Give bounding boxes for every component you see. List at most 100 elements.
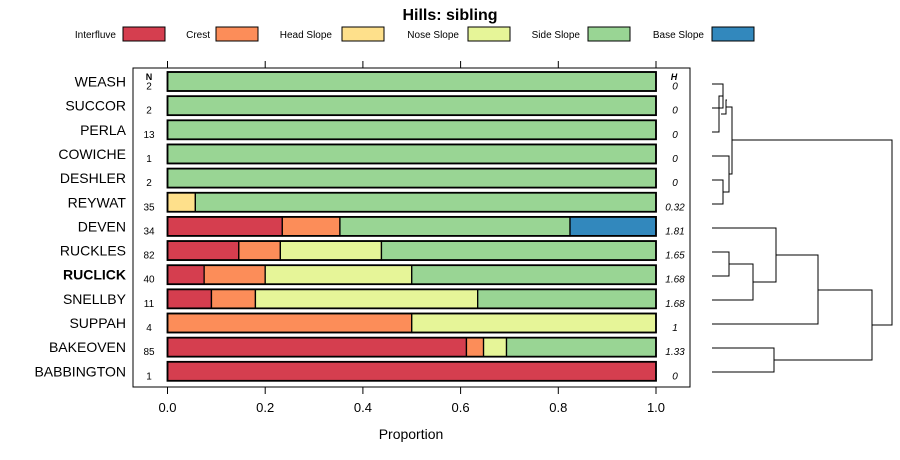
bar-outline [166,360,657,382]
bar-segment [281,216,341,237]
h-value: 0 [672,178,678,189]
bar-segment [166,288,213,310]
dendrogram-branch [712,95,723,133]
h-value: 0 [672,106,678,117]
bar-segment [264,264,413,285]
row-label: PERLA [80,122,127,138]
bar-segment [210,288,257,310]
legend: Interfluve Crest Head Slope Nose Slope Side … [75,26,755,42]
bar-outline [166,215,657,237]
row-label: RUCLICK [63,267,126,283]
bar-segment [166,167,657,189]
h-value: 1.68 [665,299,685,310]
bar-segment [166,192,196,213]
h-value: 0 [672,130,678,141]
n-value: 1 [146,371,152,382]
dendrogram-branch [732,139,893,326]
n-value: 85 [143,347,155,358]
bar-segment [254,288,479,310]
bar-segment [166,240,240,261]
bar-segment [194,192,657,213]
row-label: RUCKLES [60,243,126,259]
bar-segment [238,240,281,261]
legend-label: Side Slope [532,30,581,41]
dendrogram-branch [712,155,730,193]
bar-outline [166,143,657,165]
row-label: BAKEOVEN [49,339,126,355]
x-tick-label: 1.0 [647,400,665,415]
row-label: WEASH [75,74,126,90]
bar-outline [166,191,657,213]
n-value: 82 [143,251,155,262]
n-value: 40 [143,275,155,286]
bar-segment [505,336,657,358]
bar-outline [166,95,657,117]
h-value: 0 [672,371,678,382]
bar-segment [569,216,657,237]
bar-segment [482,336,508,358]
dendrogram-branch [712,347,775,373]
h-value: 0.32 [665,202,685,213]
n-value: 2 [146,178,152,189]
x-tick-label: 0.4 [354,400,372,415]
bar-outline [166,167,657,189]
legend-label: Interfluve [75,30,117,41]
bar-outline [166,240,657,261]
bar-segment [166,216,283,237]
bar-outline [166,119,657,141]
x-tick-label: 0.0 [158,400,176,415]
h-value: 0 [672,154,678,165]
dendrogram-branch [712,263,754,301]
n-value: 2 [146,106,152,117]
dendrogram-branch [712,254,819,325]
legend-swatch [587,26,631,42]
dendrogram-branch [712,227,777,283]
bar-segment [203,264,266,285]
n-column-header: N [146,72,153,82]
n-value: 1 [146,154,152,165]
x-axis: 0.0 0.2 0.4 0.6 0.8 1.0 [158,387,665,415]
bar-segment [166,71,657,92]
bar-outline [166,312,657,334]
bar-outline [166,288,657,310]
row-label: DEVEN [78,218,126,234]
h-value: 1 [672,323,678,334]
bar-outline [166,71,657,92]
row-label: SNELLBY [63,291,127,307]
dendrogram-branch [774,289,873,361]
bar-segment [380,240,657,261]
n-value: 4 [146,323,152,334]
n-value: 34 [143,226,155,237]
legend-label: Nose Slope [407,30,459,41]
bar-segment [166,336,468,358]
n-value: 2 [146,82,152,93]
x-tick-label: 0.2 [256,400,274,415]
bar-segment [339,216,571,237]
h-value: 1.68 [665,275,685,286]
bar-outline [166,264,657,286]
x-tick-label: 0.6 [452,400,470,415]
bar-outline [166,336,657,358]
h-value: 1.33 [665,347,685,358]
legend-label: Crest [186,30,210,41]
row-label: SUCCOR [65,98,126,114]
legend-label: Head Slope [280,30,333,41]
h-value: 1.65 [665,251,685,262]
chart-title: Hills: sibling [402,7,497,24]
x-axis-label: Proportion [379,426,444,442]
legend-label: Base Slope [653,30,705,41]
legend-swatch [467,26,511,42]
h-column-header: H [671,72,678,82]
bar-segment [166,361,657,382]
dendrogram-branch [712,179,724,205]
row-label: DESHLER [60,170,126,186]
bar-segment [465,336,485,358]
h-value: 1.81 [665,226,684,237]
row-label: SUPPAH [69,315,126,331]
legend-swatch [711,26,755,42]
h-value: 0 [672,82,678,93]
top-axis-ticks [167,61,657,68]
row-label: COWICHE [58,146,126,162]
dendrogram [712,83,893,373]
